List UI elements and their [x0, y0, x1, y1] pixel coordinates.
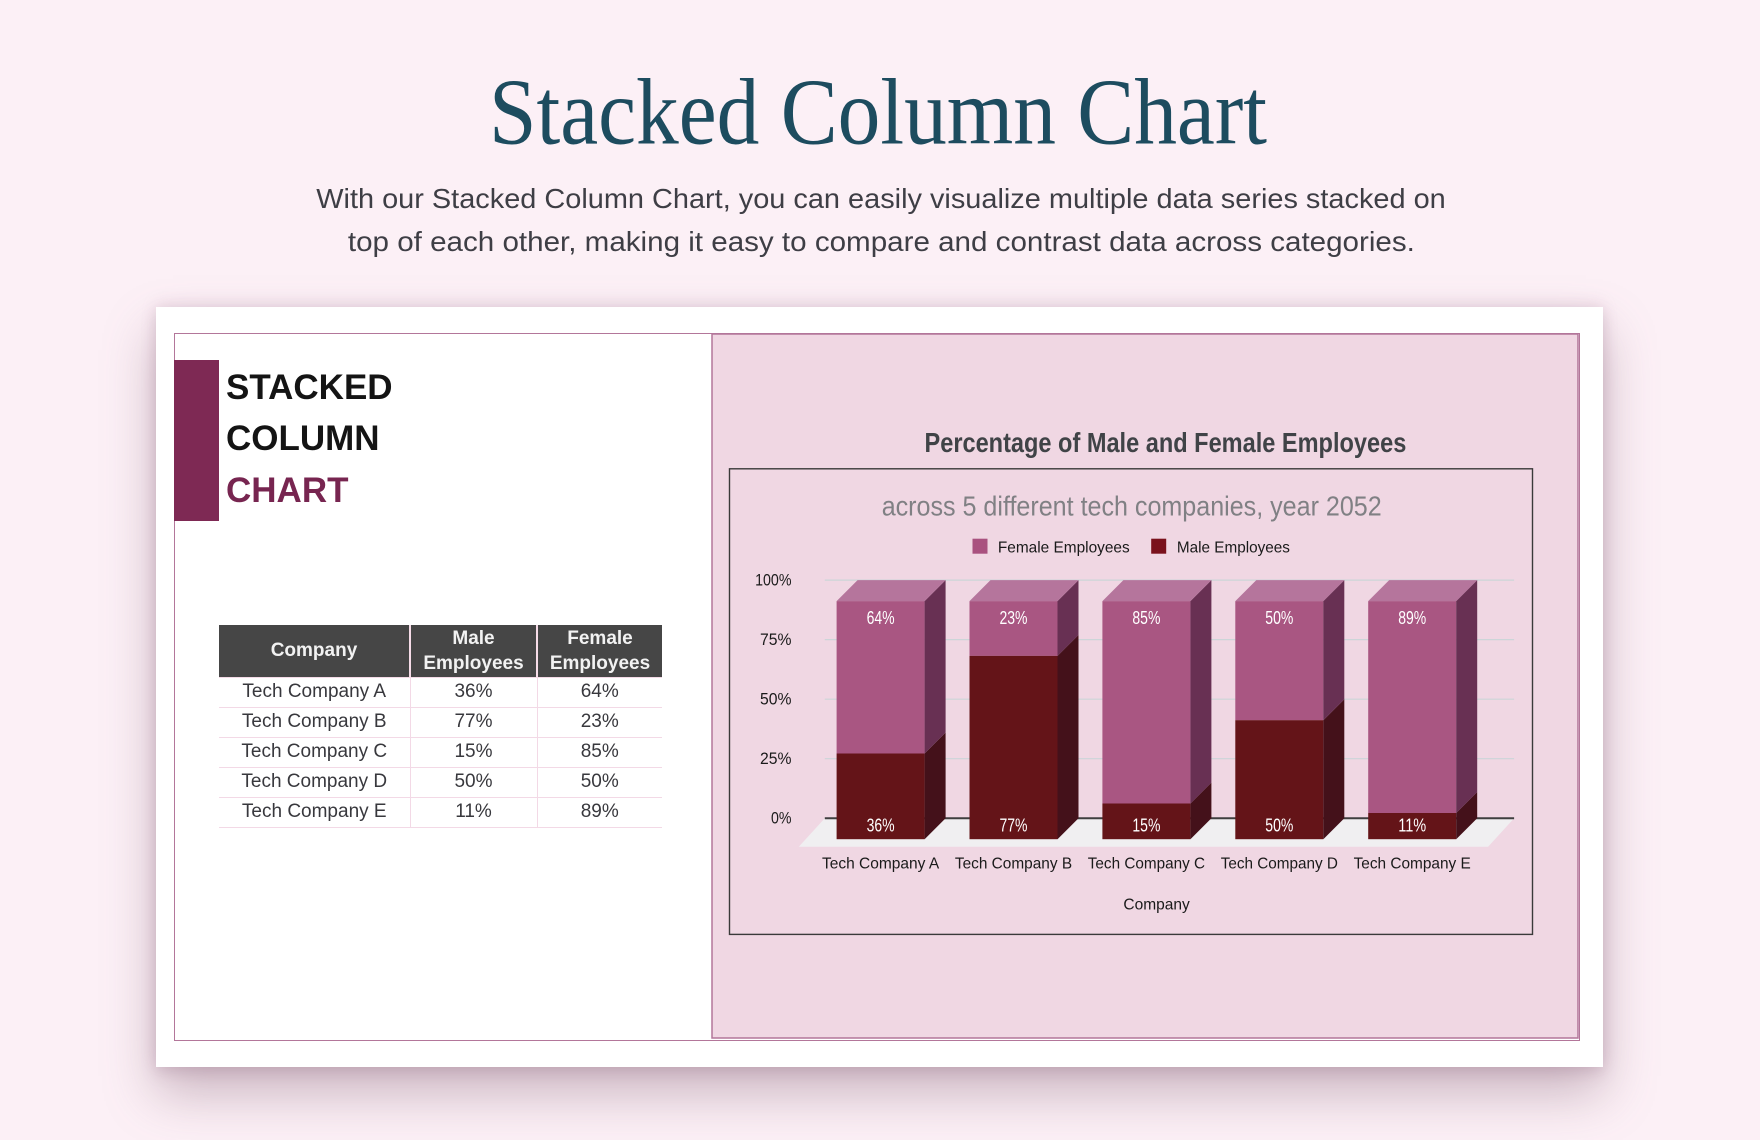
svg-text:Tech Company A: Tech Company A	[822, 855, 940, 872]
svg-text:85%: 85%	[1132, 608, 1160, 628]
svg-text:25%: 25%	[760, 749, 792, 768]
svg-text:Company: Company	[1123, 897, 1189, 914]
svg-text:50%: 50%	[760, 689, 792, 708]
svg-text:50%: 50%	[1265, 815, 1293, 835]
svg-text:89%: 89%	[1398, 608, 1426, 628]
svg-text:Tech Company D: Tech Company D	[1221, 855, 1338, 872]
svg-text:100%: 100%	[755, 570, 791, 589]
svg-text:Male Employees: Male Employees	[1177, 539, 1290, 556]
svg-text:0%: 0%	[771, 808, 792, 827]
svg-text:Stacked Column Chart: Stacked Column Chart	[489, 61, 1267, 165]
svg-text:36%: 36%	[867, 815, 895, 835]
svg-text:top of each other, making it e: top of each other, making it easy to com…	[348, 226, 1415, 257]
svg-text:Tech Company C: Tech Company C	[1088, 855, 1205, 872]
svg-text:Tech Company B: Tech Company B	[955, 855, 1072, 872]
svg-text:Tech Company E: Tech Company E	[1354, 855, 1471, 872]
svg-text:75%: 75%	[760, 630, 792, 649]
svg-text:11%: 11%	[1398, 815, 1426, 835]
svg-text:Percentage of Male and Female: Percentage of Male and Female Employees	[925, 427, 1407, 458]
svg-text:64%: 64%	[867, 608, 895, 628]
svg-text:across 5 different tech compan: across 5 different tech companies, year …	[882, 491, 1382, 522]
svg-text:77%: 77%	[1000, 815, 1028, 835]
svg-text:With our Stacked Column Chart,: With our Stacked Column Chart, you can e…	[316, 183, 1446, 214]
svg-text:50%: 50%	[1265, 608, 1293, 628]
svg-text:Female Employees: Female Employees	[998, 539, 1130, 556]
svg-text:15%: 15%	[1132, 815, 1160, 835]
svg-text:23%: 23%	[1000, 608, 1028, 628]
